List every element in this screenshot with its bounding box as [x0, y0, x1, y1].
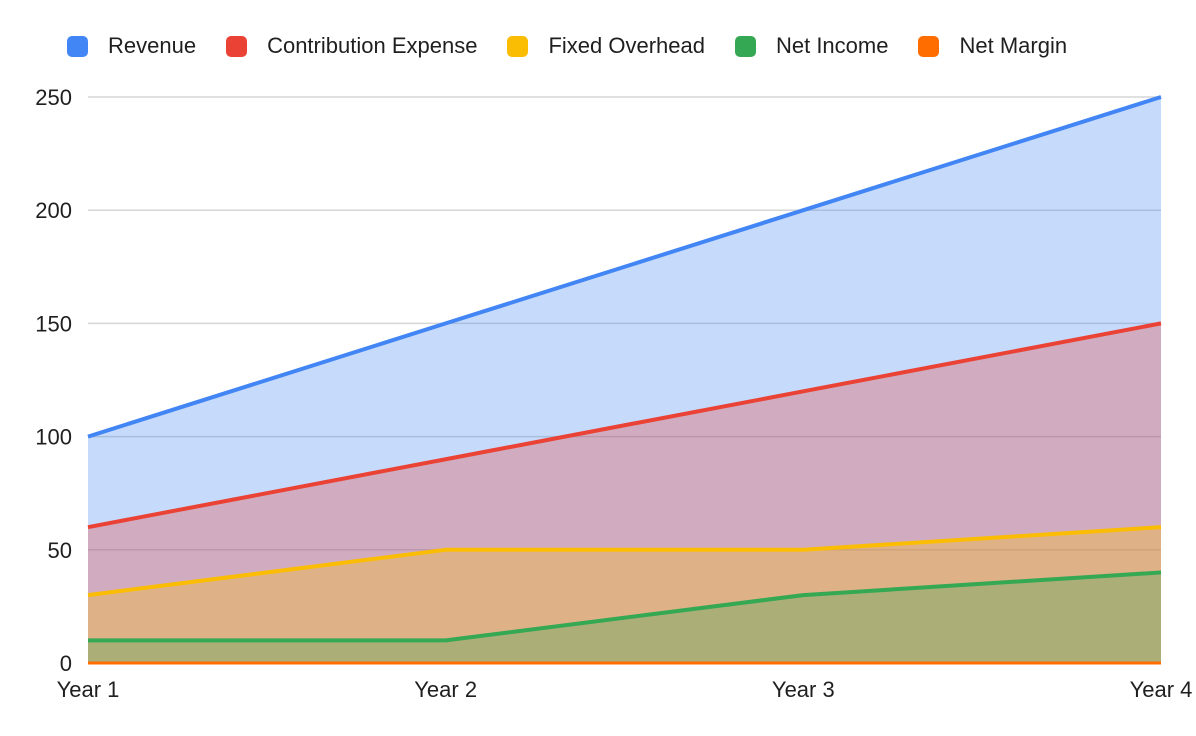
y-tick-label: 100	[35, 425, 72, 450]
line-fixed-overhead	[87, 525, 1162, 598]
legend-swatch-contribution-expense	[226, 35, 248, 57]
legend-swatch-fixed-overhead	[507, 35, 529, 57]
line-net-income	[88, 570, 1162, 643]
chart-legend: Revenue Contribution Expense Fixed Overhea…	[67, 33, 1067, 59]
legend-item-net-income: Net Income	[734, 33, 889, 59]
line-contribution-expense	[87, 321, 1162, 530]
x-tick-label: Year 4	[1130, 677, 1193, 702]
legend-label: Contribution Expense	[267, 33, 478, 58]
legend-label: Fixed Overhead	[548, 33, 705, 58]
y-tick-label: 0	[60, 651, 72, 676]
legend-swatch-net-income	[734, 35, 756, 57]
area-revenue	[88, 97, 1161, 663]
legend-item-net-margin: Net Margin	[918, 33, 1067, 59]
legend-swatch-revenue	[67, 35, 88, 57]
legend-label: Revenue	[108, 33, 197, 58]
line-revenue	[87, 95, 1162, 439]
legend-item-revenue: Revenue	[67, 33, 196, 59]
legend-item-contribution-expense: Contribution Expense	[226, 33, 477, 59]
x-tick-label: Year 2	[414, 677, 477, 702]
y-tick-label: 150	[35, 311, 72, 336]
legend-label: Net Margin	[959, 33, 1068, 58]
y-tick-label: 200	[35, 198, 72, 223]
legend-label: Net Income	[775, 33, 889, 58]
x-tick-label: Year 1	[57, 677, 120, 702]
y-tick-label: 50	[48, 538, 72, 563]
y-tick-label: 250	[35, 85, 72, 110]
x-tick-label: Year 3	[772, 677, 835, 702]
legend-swatch-net-margin	[918, 35, 940, 57]
legend-item-fixed-overhead: Fixed Overhead	[507, 33, 705, 59]
area-contribution-expense	[88, 323, 1161, 663]
